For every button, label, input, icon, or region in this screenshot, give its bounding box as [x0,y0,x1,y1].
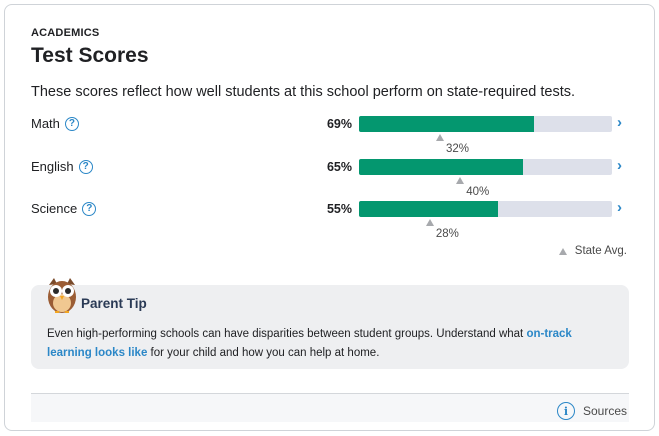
sources-label: Sources [582,404,627,418]
triangle-marker-icon [558,247,567,255]
state-avg-value: 28% [435,228,459,240]
chevron-right-icon[interactable]: › [617,199,622,216]
score-row-science: Science ? 55% 28% › [5,199,654,241]
score-percent: 69% [326,117,352,131]
state-avg-legend: State Avg. [558,245,627,257]
score-bar [359,116,612,132]
parent-tip-box: Parent Tip Even high-performing schools … [31,278,629,369]
help-icon[interactable]: ? [64,116,79,131]
subject-label: English ? [31,159,93,174]
tip-text-end: for your child and how you can help at h… [147,347,380,359]
state-avg-marker [456,177,465,184]
score-row-english: English ? 65% 40% › [5,157,654,199]
subject-name: Math [31,116,60,131]
section-description: These scores reflect how well students a… [31,84,575,100]
footer-bar [31,394,629,422]
score-bar-fill [359,201,499,217]
score-bar [359,201,612,217]
owl-icon [48,278,76,313]
score-percent: 55% [326,202,352,216]
score-row-math: Math ? 69% 32% › [5,114,654,156]
tip-text: Even high-performing schools can have di… [47,325,617,363]
score-percent: 65% [326,160,352,174]
score-bar [359,159,612,175]
state-avg-marker [425,219,434,226]
chevron-right-icon[interactable]: › [617,114,622,131]
score-bar-fill [359,159,524,175]
sources-button[interactable]: i Sources [556,402,627,420]
state-avg-marker [435,134,444,141]
subject-name: English [31,159,74,174]
test-scores-card: ACADEMICS Test Scores These scores refle… [4,4,655,431]
legend-label: State Avg. [574,245,627,257]
tip-title: Parent Tip [81,296,147,311]
help-icon[interactable]: ? [82,201,97,216]
section-eyebrow: ACADEMICS [31,27,100,39]
on-track-link[interactable]: on-track learning looks like [47,328,572,359]
subject-label: Science ? [31,201,97,216]
info-icon: i [556,402,575,420]
subject-label: Math ? [31,116,79,131]
state-avg-value: 32% [445,143,469,155]
subject-name: Science [31,201,78,216]
tip-text-start: Even high-performing schools can have di… [47,328,527,340]
footer-divider [31,393,629,394]
score-bar-fill [359,116,534,132]
state-avg-value: 40% [466,186,490,198]
help-icon[interactable]: ? [78,159,93,174]
section-title: Test Scores [31,44,149,67]
chevron-right-icon[interactable]: › [617,157,622,174]
